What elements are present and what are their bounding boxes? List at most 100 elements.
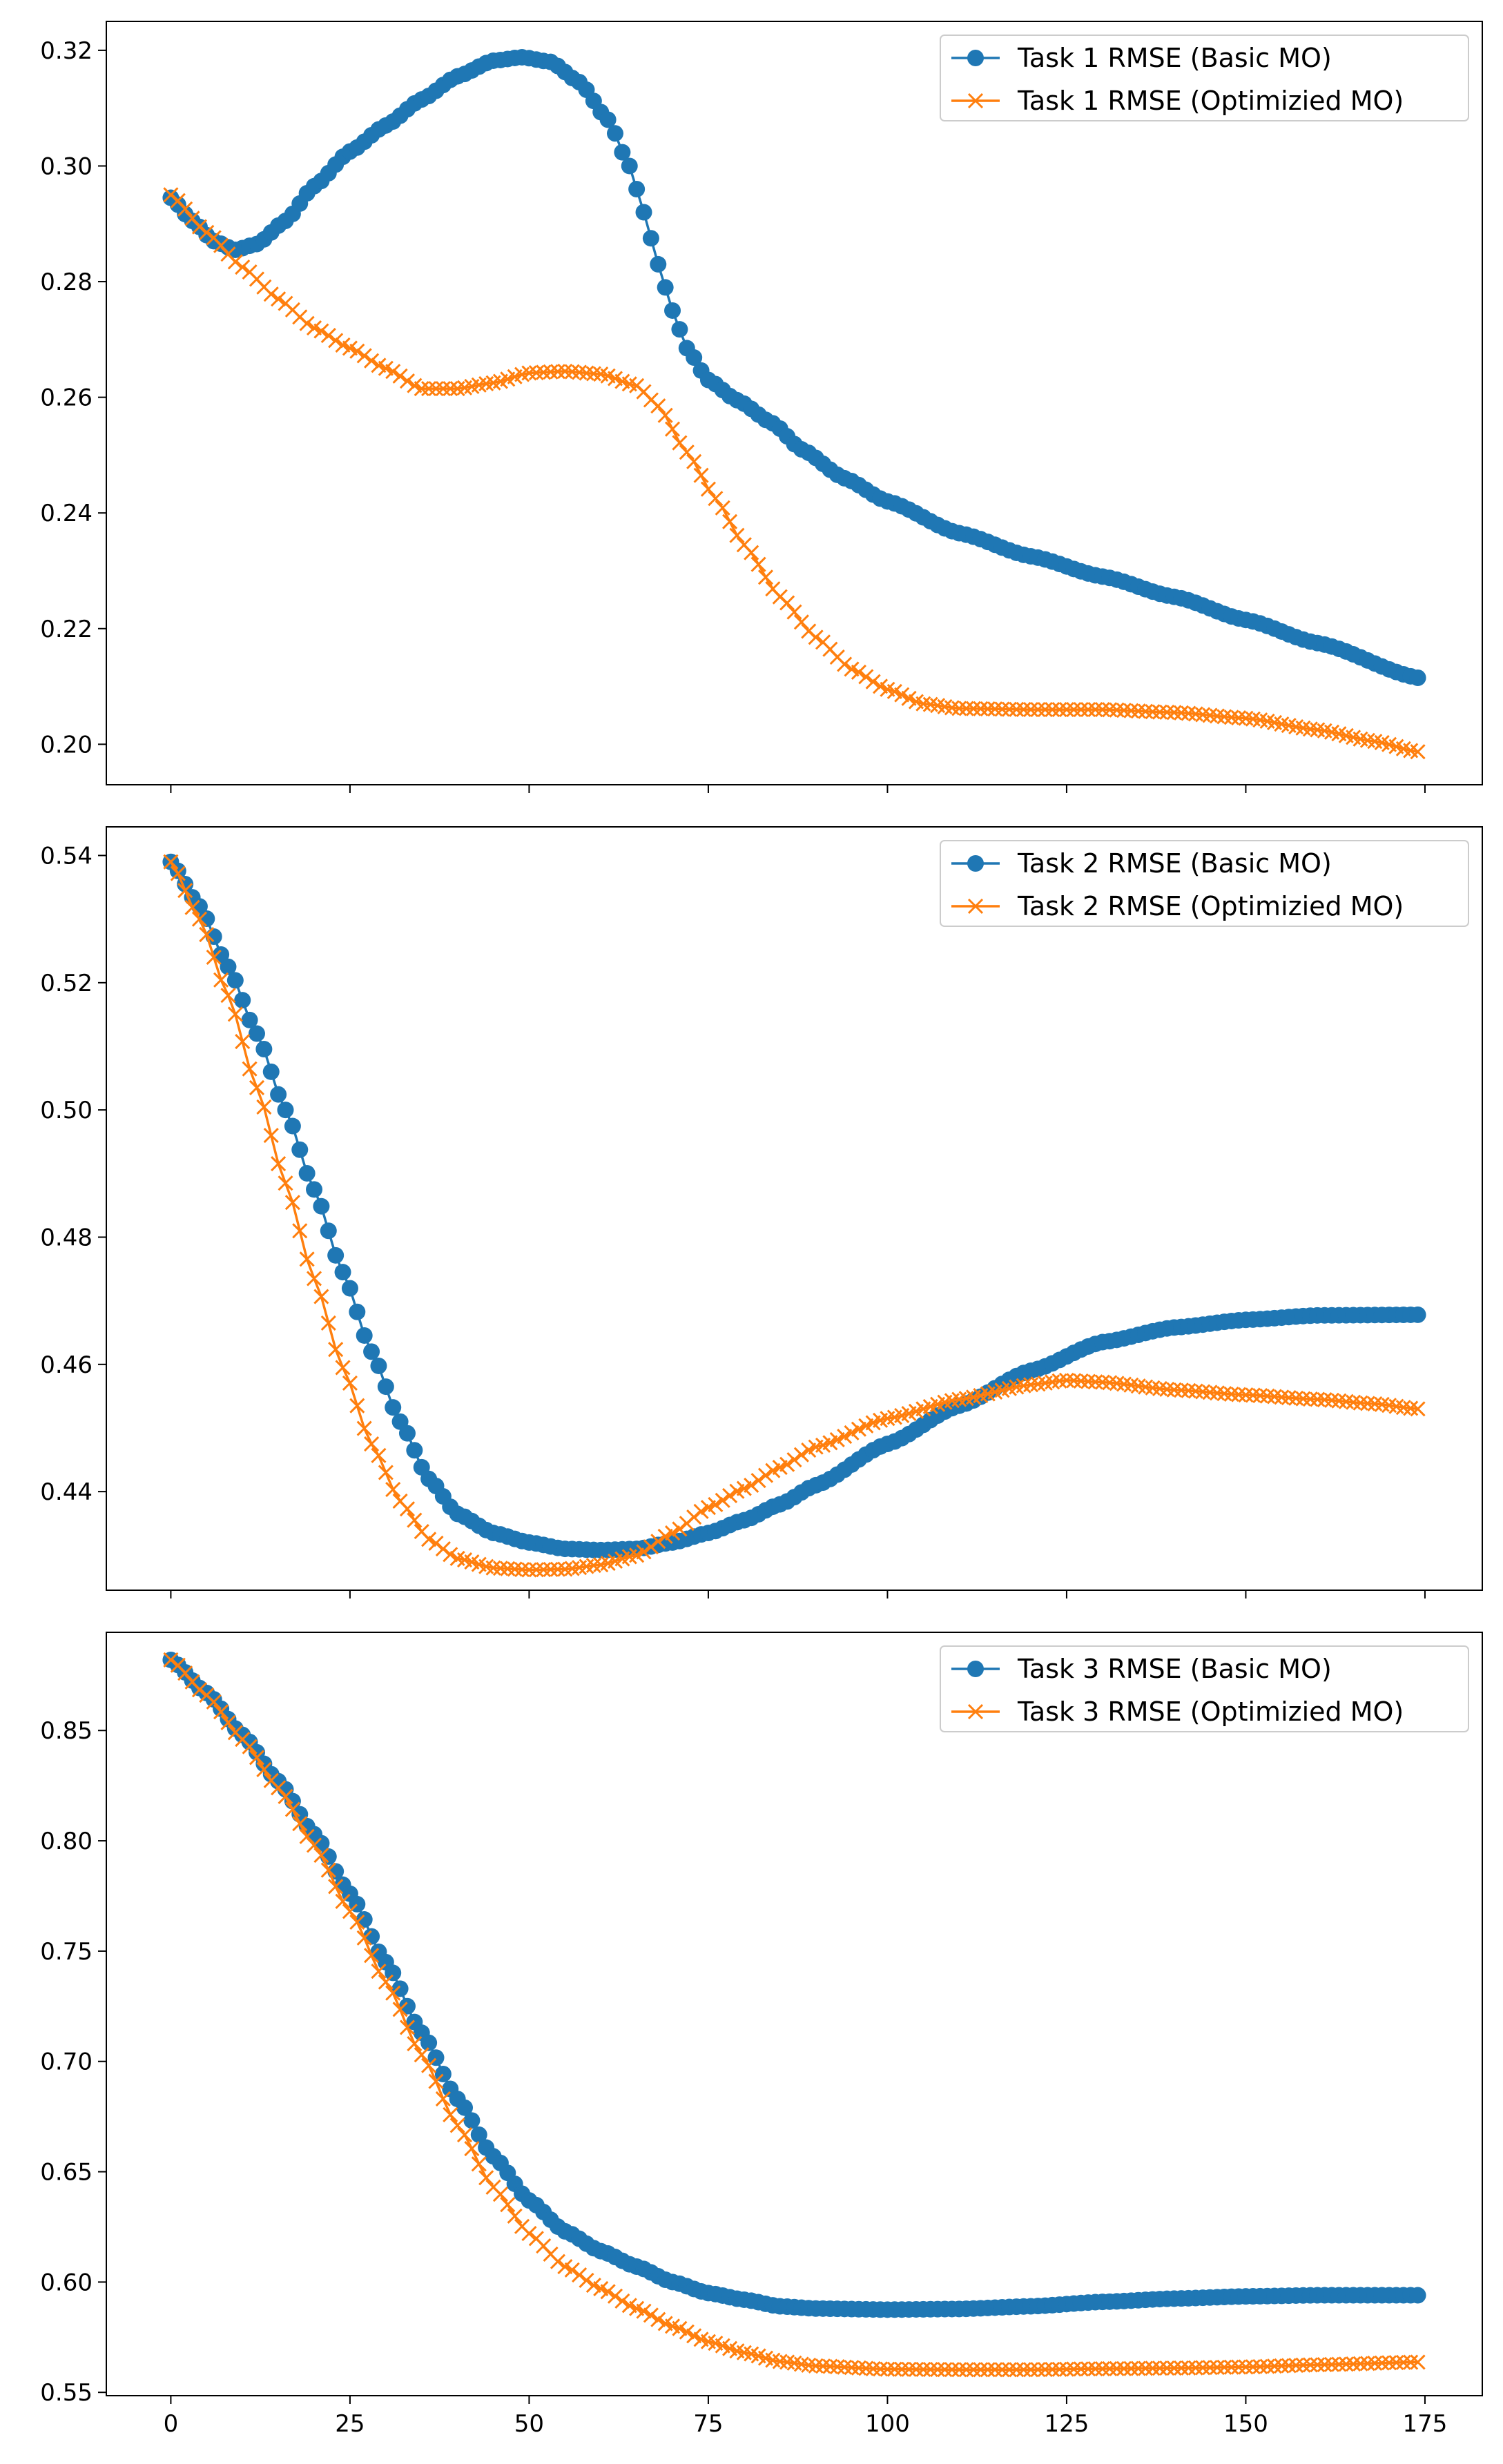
- data-point: [414, 380, 429, 397]
- data-point: [492, 1561, 508, 1576]
- data-point: [399, 373, 416, 389]
- data-point: [320, 1222, 337, 1240]
- data-point: [1058, 702, 1075, 718]
- data-point: [693, 1503, 709, 1519]
- data-point: [1374, 2355, 1390, 2371]
- data-point: [951, 2362, 967, 2378]
- data-point: [1359, 1396, 1375, 1411]
- data-point: [334, 1264, 351, 1281]
- data-point: [708, 1496, 724, 1513]
- series-optimized-mo-panel-1: [163, 187, 1426, 760]
- data-point: [435, 1541, 451, 1557]
- data-point: [1288, 2358, 1304, 2374]
- axes-frame: [106, 826, 1483, 1591]
- data-point: [894, 687, 910, 703]
- data-point: [550, 2253, 566, 2269]
- data-point: [686, 453, 702, 469]
- data-point: [385, 1985, 401, 2001]
- data-point: [1216, 2359, 1232, 2375]
- data-point: [1066, 2361, 1082, 2377]
- chart-panel-1: 0.20 0.22 0.24 0.26 0.28 0.30 0.32 Task 1 RMSE …: [40, 21, 1483, 793]
- data-point: [650, 398, 666, 414]
- data-point: [500, 1561, 516, 1576]
- y-tick-label: 0.46: [40, 1351, 93, 1379]
- data-point: [270, 1086, 287, 1103]
- data-point: [1388, 2354, 1404, 2371]
- legend-label: Task 2 RMSE (Basic MO): [1017, 848, 1332, 879]
- data-point: [1066, 1373, 1082, 1389]
- data-point: [973, 2362, 989, 2378]
- y-tick-label: 0.75: [40, 1938, 93, 1966]
- data-point: [1403, 2354, 1419, 2370]
- data-point: [1109, 2360, 1125, 2376]
- legend-label: Task 1 RMSE (Basic MO): [1017, 43, 1332, 73]
- data-point: [313, 323, 329, 339]
- data-point: [248, 1025, 265, 1042]
- data-point: [349, 1914, 365, 1930]
- y-tick-label: 0.70: [40, 2049, 93, 2076]
- data-point: [271, 291, 287, 307]
- data-point: [1173, 705, 1190, 721]
- data-point: [1087, 2361, 1103, 2377]
- data-point: [356, 1911, 373, 1928]
- y-tick-label: 0.55: [40, 2379, 93, 2407]
- y-tick-label: 0.60: [40, 2269, 93, 2296]
- legend: Task 3 RMSE (Basic MO) Task 3 RMSE (Optim…: [940, 1645, 1469, 1732]
- data-point: [271, 1155, 287, 1172]
- data-point: [507, 2208, 523, 2224]
- data-point: [206, 949, 222, 966]
- data-point: [915, 2361, 931, 2378]
- data-point: [550, 364, 566, 380]
- data-point: [1245, 1387, 1261, 1403]
- data-point: [628, 180, 646, 197]
- data-point: [1087, 1374, 1103, 1390]
- data-point: [1130, 2360, 1146, 2376]
- data-point: [1231, 710, 1247, 726]
- axes-frame: [106, 21, 1483, 785]
- data-point: [443, 380, 458, 397]
- data-point: [478, 2170, 494, 2186]
- data-point: [987, 2362, 1003, 2378]
- data-point: [606, 125, 623, 142]
- data-point: [1123, 2360, 1139, 2376]
- data-point: [750, 1473, 766, 1489]
- data-point: [328, 1342, 344, 1358]
- data-point: [851, 2360, 866, 2376]
- data-point: [363, 1343, 380, 1360]
- data-point: [428, 1535, 444, 1551]
- data-point: [1338, 2356, 1354, 2372]
- data-point: [471, 2156, 487, 2172]
- data-point: [1252, 1387, 1268, 1404]
- data-point: [262, 1063, 280, 1080]
- data-point: [657, 407, 673, 423]
- y-tick-label: 0.80: [40, 1828, 93, 1855]
- data-point: [1145, 2360, 1161, 2376]
- data-point: [521, 365, 537, 381]
- data-point: [636, 2303, 652, 2319]
- data-point: [1138, 703, 1154, 719]
- data-point: [191, 911, 208, 927]
- data-point: [306, 1181, 323, 1198]
- data-point: [1281, 1390, 1297, 1406]
- data-point: [722, 1487, 738, 1503]
- data-point: [650, 1534, 666, 1549]
- data-point: [356, 348, 372, 364]
- legend-marker-icon: [967, 50, 984, 66]
- data-point: [1123, 703, 1139, 718]
- data-point: [378, 1974, 394, 1990]
- data-point: [851, 664, 866, 680]
- data-point: [1030, 2362, 1046, 2378]
- data-point: [1001, 2362, 1017, 2378]
- data-point: [543, 1561, 559, 1577]
- x-tick-label: 175: [1403, 2410, 1448, 2438]
- data-point: [1323, 2356, 1340, 2372]
- data-point: [686, 349, 703, 366]
- data-point: [1080, 2361, 1096, 2377]
- data-point: [650, 255, 667, 273]
- data-point: [779, 595, 795, 611]
- data-point: [521, 1562, 537, 1578]
- data-point: [335, 1360, 351, 1376]
- data-point: [614, 2293, 630, 2309]
- data-point: [356, 1930, 372, 1946]
- legend-marker-icon: [967, 92, 984, 109]
